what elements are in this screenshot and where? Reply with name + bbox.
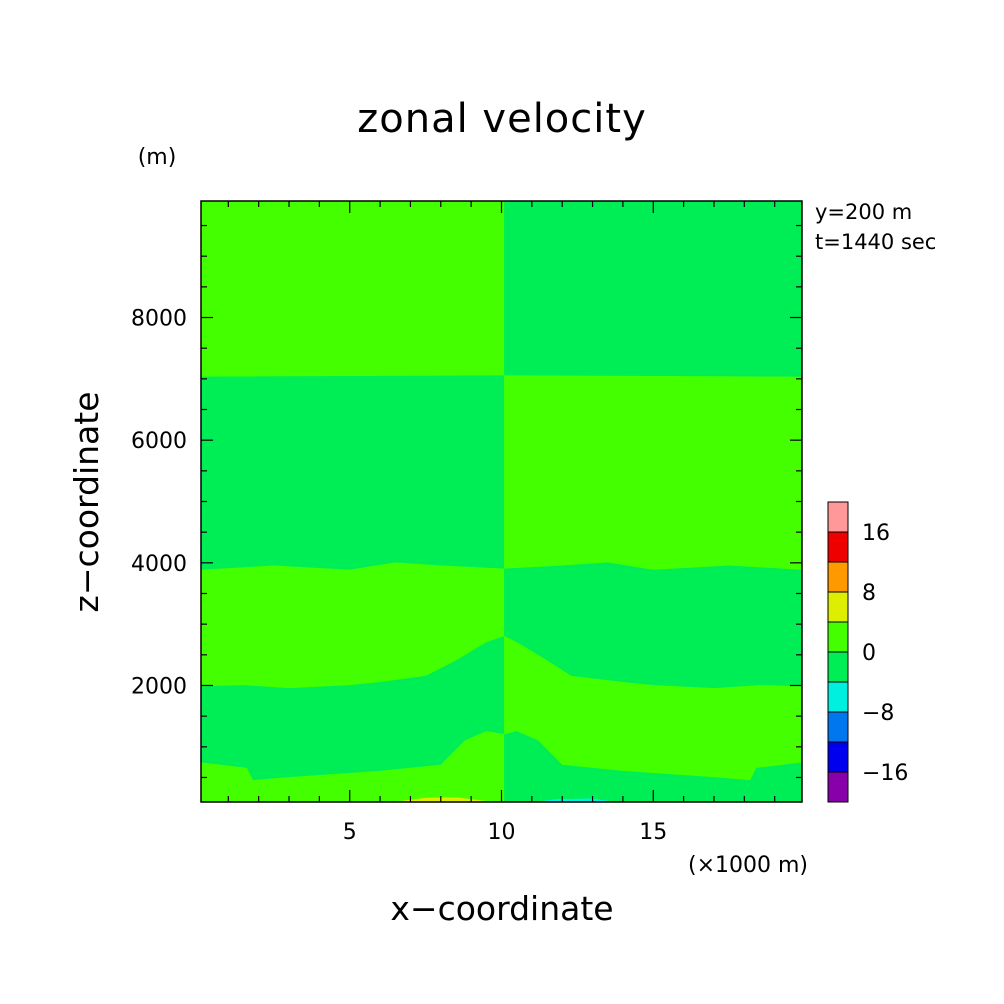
- colorbar-swatch: [827, 591, 849, 623]
- x-unit-label: (×1000 m): [688, 853, 808, 878]
- colorbar-swatch: [827, 711, 849, 743]
- x-tick-label: 10: [488, 820, 516, 845]
- colorbar-swatch: [827, 531, 849, 563]
- contour-region-0: [200, 200, 505, 378]
- colorbar-tick-label: 16: [862, 521, 890, 546]
- axis-ticks: 5 10 15 2000 4000 6000 8000: [131, 201, 802, 845]
- chart-title: zonal velocity: [357, 96, 647, 142]
- y-tick-label: 8000: [131, 307, 187, 332]
- colorbar-swatch: [827, 681, 849, 713]
- colorbar-swatch: [827, 741, 849, 773]
- y-tick-label: 2000: [131, 674, 187, 699]
- colorbar-tick-label: −16: [862, 761, 908, 786]
- contour-regions: [200, 200, 803, 803]
- contour-region-2: [200, 375, 505, 571]
- contour-region-3: [504, 375, 803, 571]
- colorbar-swatch: [827, 771, 849, 803]
- x-axis-label: x−coordinate: [390, 889, 613, 928]
- colorbar-tick-label: −8: [862, 701, 894, 726]
- x-tick-label: 5: [343, 820, 357, 845]
- annotation-y: y=200 m: [815, 200, 912, 224]
- colorbar-swatch: [827, 501, 849, 533]
- colorbar-swatch: [827, 621, 849, 653]
- colorbar-tick-label: 0: [862, 641, 876, 666]
- y-tick-label: 4000: [131, 552, 187, 577]
- contour-region-1: [504, 200, 803, 378]
- colorbar: 16 8 0 −8 −16: [827, 501, 908, 803]
- y-axis-label: z−coordinate: [67, 392, 106, 613]
- colorbar-swatch: [827, 651, 849, 683]
- x-tick-label: 15: [639, 820, 667, 845]
- colorbar-tick-label: 8: [862, 581, 876, 606]
- y-unit-label: (m): [138, 145, 177, 170]
- colorbar-swatch: [827, 561, 849, 593]
- y-tick-label: 6000: [131, 429, 187, 454]
- annotation-t: t=1440 sec: [815, 230, 936, 254]
